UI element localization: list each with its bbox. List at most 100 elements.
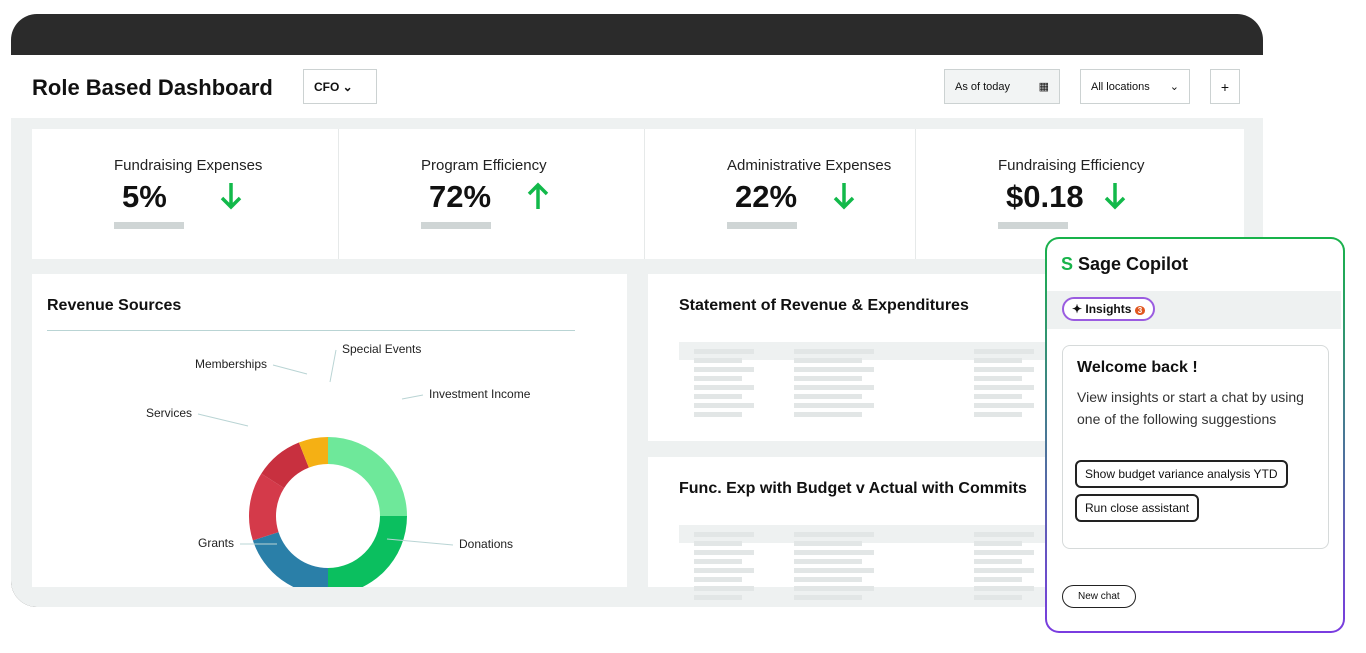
welcome-card: Welcome back ! View insights or start a …	[1062, 345, 1329, 549]
kpi-value: 22%	[735, 179, 798, 214]
trend-arrow	[220, 183, 242, 210]
row-placeholder	[974, 568, 1034, 573]
row-placeholder	[694, 376, 742, 381]
copilot-name: Sage Copilot	[1078, 254, 1189, 274]
slice-label: Memberships	[195, 357, 267, 371]
suggestion[interactable]: Show budget variance analysis YTD	[1075, 460, 1288, 488]
donut-slice	[252, 532, 328, 587]
location-filter[interactable]: All locations ⌄	[1080, 69, 1190, 104]
kpi-label: Fundraising Expenses	[114, 157, 263, 174]
row-placeholder	[694, 412, 742, 417]
row-placeholder	[694, 349, 754, 354]
kpi-label: Administrative Expenses	[727, 157, 892, 174]
kpi-value: $0.18	[1006, 179, 1084, 214]
top-bar: Role Based Dashboard CFO ⌄ As of today ▦ …	[11, 55, 1263, 118]
copilot-panel: S Sage Copilot ✦ Insights 3 Welcome back…	[1045, 237, 1345, 633]
location: All locations	[1091, 80, 1150, 93]
kpi-value: 5%	[122, 179, 167, 214]
donut-slice	[298, 437, 328, 468]
row-placeholder	[794, 559, 862, 564]
row-placeholder	[694, 532, 754, 537]
row-placeholder	[974, 559, 1022, 564]
arrow	[1104, 183, 1126, 210]
welcome: Welcome back !	[1077, 359, 1198, 376]
role: CFO	[314, 79, 340, 94]
title: Role Based Dashboard	[32, 75, 273, 100]
divider	[47, 330, 575, 331]
copilot-title: S Sage Copilot	[1061, 254, 1189, 274]
kpi-row: Fundraising Expenses 5% Program Efficiency…	[32, 129, 1244, 259]
row-placeholder	[794, 394, 862, 399]
donut-slice	[328, 516, 407, 587]
suggestion[interactable]: Run close assistant	[1075, 494, 1200, 522]
kpi: Fundraising Efficiency $0.18	[915, 129, 1245, 259]
row-placeholder	[694, 550, 754, 555]
row-placeholder	[694, 541, 742, 546]
row-placeholder	[794, 595, 862, 600]
new-chat-button[interactable]: New chat	[1062, 585, 1136, 608]
panel-title: Func. Exp with Budget v Actual with Comm…	[679, 480, 1027, 497]
donut-slice	[328, 437, 407, 516]
kpi-bar	[998, 222, 1068, 229]
row-placeholder	[974, 577, 1022, 582]
kpi: Program Efficiency 72%	[338, 129, 645, 259]
kpi-label: Program Efficiency	[421, 157, 547, 174]
row-placeholder	[794, 358, 862, 363]
row-placeholder	[974, 595, 1022, 600]
row-placeholder	[794, 586, 874, 591]
slice-label: Services	[146, 406, 192, 420]
row-placeholder	[694, 559, 742, 564]
trend-arrow	[527, 182, 549, 209]
kpi: Fundraising Expenses 5%	[32, 129, 338, 259]
insights-tab[interactable]: ✦ Insights 3	[1062, 297, 1156, 321]
row-placeholder	[974, 394, 1022, 399]
leader-line	[329, 349, 337, 383]
slice-label: Donations	[459, 537, 513, 551]
row-placeholder	[974, 550, 1034, 555]
tab-label: Insights	[1085, 302, 1132, 316]
date-filter[interactable]: As of today ▦	[944, 69, 1060, 104]
arrow	[833, 183, 855, 210]
donut-slice	[249, 473, 285, 541]
row-placeholder	[794, 541, 862, 546]
kpi-bar	[727, 222, 797, 229]
panel-title: Statement of Revenue & Expenditures	[679, 297, 969, 314]
leader-line	[401, 394, 424, 400]
slice-label: Special Events	[342, 342, 421, 356]
row-placeholder	[974, 532, 1034, 537]
row-placeholder	[694, 577, 742, 582]
card-title: Revenue Sources	[47, 297, 182, 314]
row-placeholder	[794, 550, 874, 555]
row-placeholder	[794, 403, 874, 408]
kpi-label: Fundraising Efficiency	[998, 157, 1145, 174]
row-placeholder	[694, 568, 754, 573]
revenue-card: Revenue Sources Investment Income Donatio…	[32, 274, 627, 587]
row-placeholder	[794, 376, 862, 381]
row-placeholder	[794, 412, 862, 417]
role-dropdown[interactable]: CFO ⌄	[303, 69, 377, 104]
date: As of today	[955, 80, 1011, 93]
row-placeholder	[694, 385, 754, 390]
row-placeholder	[974, 376, 1022, 381]
kpi-value: 72%	[429, 179, 492, 214]
row-placeholder	[974, 358, 1022, 363]
row-placeholder	[974, 403, 1034, 408]
row-placeholder	[694, 586, 754, 591]
row-placeholder	[694, 358, 742, 363]
row-placeholder	[694, 595, 742, 600]
row-placeholder	[794, 367, 874, 372]
add-button[interactable]: +	[1210, 69, 1240, 104]
row-placeholder	[974, 385, 1034, 390]
trend-arrow	[833, 183, 855, 210]
row-placeholder	[694, 403, 754, 408]
row-placeholder	[794, 532, 874, 537]
kpi-bar	[421, 222, 491, 229]
trend-arrow	[1104, 183, 1126, 210]
row-placeholder	[974, 349, 1034, 354]
row-placeholder	[974, 412, 1022, 417]
row-placeholder	[694, 394, 742, 399]
kpi-bar	[114, 222, 184, 229]
leader-line	[272, 364, 308, 375]
kpi: Administrative Expenses 22%	[644, 129, 916, 259]
